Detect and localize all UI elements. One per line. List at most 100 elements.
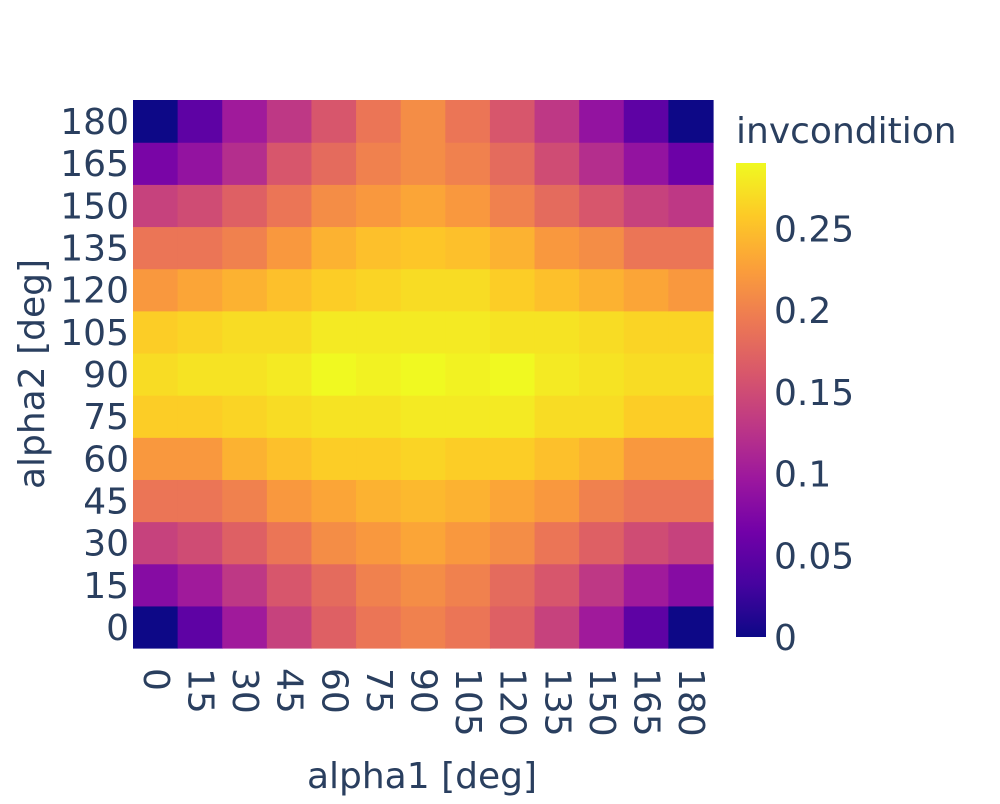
heatmap-cell [133,184,179,228]
heatmap-cell [356,563,402,607]
heatmap-cell [489,268,536,312]
heatmap-cell [445,563,491,607]
heatmap-cell [222,352,268,396]
heatmap-cell [489,395,536,438]
heatmap-cell [668,479,714,523]
x-tick-label: 165 [626,668,667,737]
heatmap-cell [266,226,313,270]
heatmap-cell [400,563,446,607]
heatmap-cell [623,521,669,565]
heatmap-cell [445,605,491,649]
heatmap-cell [177,605,223,649]
heatmap-cell [445,310,491,354]
colorbar-tick-label: 0.25 [774,209,854,250]
heatmap-cell [400,184,446,228]
heatmap-cell [623,479,669,523]
heatmap-cells [133,100,714,649]
heatmap-cell [668,563,714,607]
heatmap-cell [534,100,580,143]
heatmap-cell [266,142,313,185]
heatmap-cell [489,142,536,185]
heatmap-cell [400,142,446,185]
y-tick-label: 90 [83,355,129,396]
heatmap-cell [400,521,446,565]
heatmap-cell [445,142,491,185]
heatmap-cell [133,521,179,565]
heatmap-cell [311,142,357,185]
heatmap-cell [623,142,669,185]
colorbar-title: invcondition [736,111,957,152]
heatmap-cell [356,142,402,185]
heatmap-cell [311,352,357,396]
x-tick-label: 30 [224,668,265,714]
heatmap-cell [266,521,313,565]
heatmap-cell [222,268,268,312]
heatmap-cell [534,226,580,270]
heatmap-cell [356,100,402,143]
x-tick-label: 120 [492,668,533,737]
heatmap-cell [266,100,313,143]
colorbar-tick-label: 0 [774,618,797,659]
x-tick-label: 90 [403,668,444,714]
heatmap-cell [133,605,179,649]
heatmap-cell [445,268,491,312]
heatmap-cell [400,226,446,270]
heatmap-cell [222,521,268,565]
heatmap-cell [177,395,223,438]
heatmap-cell [489,563,536,607]
heatmap-cell [133,437,179,480]
heatmap-cell [177,184,223,228]
heatmap-cell [311,268,357,312]
heatmap-cell [579,479,625,523]
heatmap-cell [668,521,714,565]
heatmap-cell [623,184,669,228]
heatmap-cell [489,521,536,565]
heatmap-cell [400,310,446,354]
x-tick-label: 150 [581,668,622,737]
heatmap-cell [177,226,223,270]
heatmap-cell [579,226,625,270]
heatmap-cell [445,395,491,438]
y-tick-label: 45 [83,481,129,522]
heatmap-cell [133,268,179,312]
y-tick-label: 165 [60,144,129,185]
heatmap-cell [311,437,357,480]
heatmap-cell [668,310,714,354]
heatmap-cell [579,352,625,396]
heatmap-cell [623,100,669,143]
colorbar-tick-labels: 0 0.05 0.1 0.15 0.2 0.25 [774,209,854,659]
heatmap-cell [623,437,669,480]
heatmap-cell [222,100,268,143]
heatmap-cell [133,310,179,354]
x-tick-label: 75 [358,668,399,714]
heatmap-cell [222,310,268,354]
heatmap-cell [579,521,625,565]
heatmap-cell [400,605,446,649]
heatmap-cell [445,521,491,565]
heatmap-cell [266,268,313,312]
heatmap-cell [445,184,491,228]
heatmap-cell [177,268,223,312]
heatmap-cell [222,142,268,185]
heatmap-cell [266,310,313,354]
heatmap-cell [579,268,625,312]
heatmap-cell [579,184,625,228]
heatmap-cell [623,352,669,396]
heatmap-cell [534,563,580,607]
y-tick-label: 60 [83,439,129,480]
heatmap-cell [668,100,714,143]
heatmap-cell [356,479,402,523]
heatmap-cell [534,395,580,438]
y-tick-label: 105 [60,313,129,354]
heatmap-cell [489,352,536,396]
heatmap-cell [133,226,179,270]
heatmap-cell [266,479,313,523]
heatmap-cell [445,437,491,480]
heatmap-cell [222,563,268,607]
heatmap-cell [623,226,669,270]
heatmap-cell [356,226,402,270]
heatmap-cell [311,395,357,438]
heatmap-cell [534,310,580,354]
heatmap-cell [222,395,268,438]
